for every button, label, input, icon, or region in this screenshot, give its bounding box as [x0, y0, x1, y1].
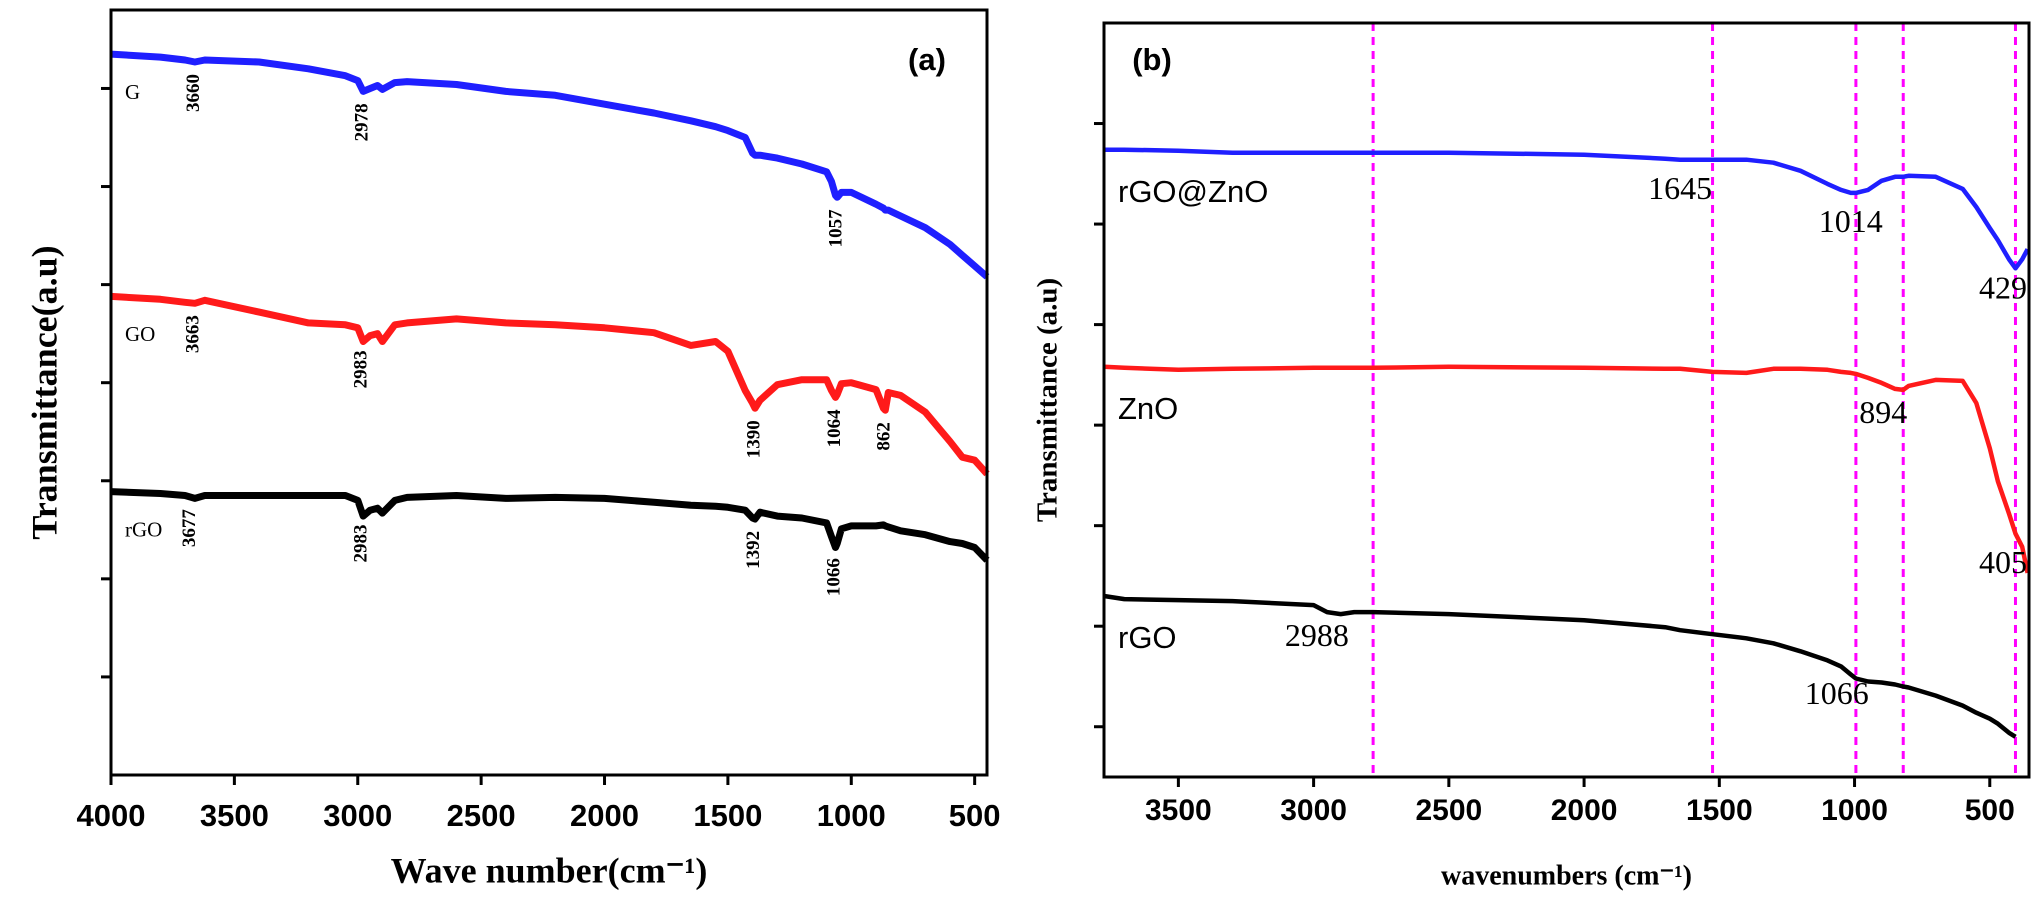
- peak-label: 1390: [743, 420, 764, 458]
- panel-title: (b): [1132, 42, 1172, 77]
- series-line: [1103, 364, 2030, 574]
- x-tick-label: 3000: [323, 798, 392, 833]
- peak-label: 405: [1979, 544, 2027, 580]
- series-label: ZnO: [1118, 391, 1178, 426]
- x-tick-label: 4000: [77, 798, 146, 833]
- peak-label: 3677: [179, 509, 200, 548]
- x-tick-label: 2000: [570, 798, 639, 833]
- peak-label: 429: [1979, 270, 2027, 306]
- x-axis-label: Wave number(cm⁻¹): [391, 850, 708, 890]
- series-label: rGO: [1118, 620, 1177, 655]
- series-line: [1103, 593, 2017, 739]
- peak-label: 1066: [823, 558, 844, 596]
- peak-label: 1392: [743, 531, 764, 569]
- peak-label: 2983: [350, 350, 371, 388]
- peak-label: 2983: [350, 525, 371, 563]
- y-axis-label: Transmittance(a.u): [24, 245, 64, 539]
- peak-label: 1064: [824, 409, 845, 448]
- peak-label: 2978: [352, 103, 373, 141]
- series-label: GO: [125, 322, 155, 346]
- series-line: [110, 292, 990, 477]
- x-tick-label: 500: [1965, 794, 2015, 827]
- x-tick-label: 1500: [693, 798, 762, 833]
- peak-label: 1057: [826, 209, 847, 248]
- x-tick-label: 3500: [200, 798, 269, 833]
- peak-label: 3660: [183, 74, 204, 112]
- plot-frame: [109, 8, 989, 777]
- peak-label: 1066: [1805, 675, 1869, 711]
- x-tick-label: 1500: [1686, 794, 1753, 827]
- series-line: [110, 50, 990, 280]
- peak-label: 3663: [183, 315, 204, 353]
- x-tick-label: 2500: [1415, 794, 1482, 827]
- x-axis-label: wavenumbers (cm⁻¹): [1441, 860, 1692, 891]
- peak-label: 894: [1859, 394, 1907, 430]
- x-tick-label: 1000: [817, 798, 886, 833]
- series-label: rGO: [125, 517, 162, 541]
- peak-label: 1014: [1819, 203, 1883, 239]
- series-label: rGO@ZnO: [1118, 174, 1268, 209]
- x-tick-label: 500: [949, 798, 1001, 833]
- series-label: G: [125, 80, 140, 104]
- x-tick-label: 2500: [447, 798, 516, 833]
- peak-label: 2988: [1285, 617, 1349, 653]
- x-tick-label: 3500: [1145, 794, 1212, 827]
- series-line: [110, 488, 990, 563]
- peak-label: 1645: [1648, 170, 1712, 206]
- panel-title: (a): [908, 42, 946, 77]
- peak-label: 862: [874, 422, 895, 451]
- x-tick-label: 2000: [1551, 794, 1618, 827]
- series-line: [1104, 147, 2030, 271]
- x-tick-label: 1000: [1821, 794, 1888, 827]
- y-axis-label: Transmittance (a.u): [1032, 278, 1064, 522]
- plot-frame: [1102, 21, 2031, 779]
- x-tick-label: 3000: [1280, 794, 1347, 827]
